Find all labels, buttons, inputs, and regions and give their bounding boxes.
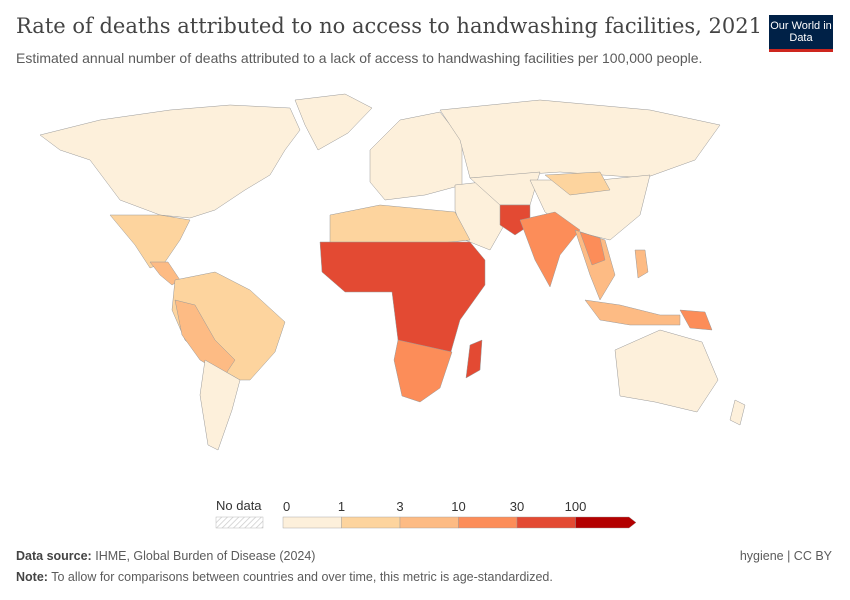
region-russia[interactable] — [439, 99, 721, 179]
note: Note: To allow for comparisons between c… — [16, 570, 553, 584]
source-text[interactable]: IHME, Global Burden of Disease (2024) — [95, 549, 316, 563]
region-greenland[interactable] — [294, 93, 373, 151]
region-north-america[interactable] — [39, 104, 301, 219]
legend-bin-1 — [341, 516, 401, 529]
region-new-zealand[interactable] — [729, 399, 746, 426]
region-north-africa[interactable] — [329, 204, 471, 246]
note-text: To allow for comparisons between countri… — [51, 570, 553, 584]
legend-bin-0 — [282, 516, 342, 529]
region-philippines[interactable] — [634, 249, 649, 279]
legend-bin-4 — [516, 516, 576, 529]
region-australia[interactable] — [614, 329, 719, 413]
region-europe[interactable] — [369, 111, 463, 201]
legend-tick-label: 3 — [396, 499, 403, 514]
legend-bin-2 — [399, 516, 459, 529]
data-source: Data source: IHME, Global Burden of Dise… — [16, 549, 315, 563]
region-southern-cone[interactable] — [199, 359, 241, 451]
region-papua-new-guinea[interactable] — [679, 309, 713, 331]
legend-tick-label: 100 — [565, 499, 587, 514]
legend-no-data-label: No data — [216, 498, 262, 513]
license[interactable]: hygiene | CC BY — [739, 549, 832, 563]
chart-subtitle: Estimated annual number of deaths attrib… — [16, 50, 703, 66]
owid-logo[interactable]: Our World in Data — [769, 15, 833, 52]
legend-scale: 0 1 3 10 30 100 — [215, 499, 637, 529]
region-peru-bolivia[interactable] — [174, 299, 236, 376]
legend: No data 0 1 3 10 30 100 — [0, 495, 850, 535]
region-indonesia[interactable] — [584, 299, 681, 326]
chart-title: Rate of deaths attributed to no access t… — [16, 14, 762, 38]
legend-no-data-swatch — [215, 516, 264, 529]
region-mongolia[interactable] — [544, 171, 611, 196]
world-map[interactable] — [0, 90, 850, 490]
legend-tick-label: 1 — [338, 499, 345, 514]
legend-tick-label: 0 — [283, 499, 290, 514]
region-mexico[interactable] — [109, 214, 191, 269]
legend-bin-5 — [575, 516, 637, 529]
legend-tick-label: 10 — [451, 499, 465, 514]
legend-bin-3 — [458, 516, 518, 529]
source-label: Data source: — [16, 549, 92, 563]
region-pakistan-afghanistan[interactable] — [499, 204, 531, 236]
note-label: Note: — [16, 570, 48, 584]
legend-tick-label: 30 — [510, 499, 524, 514]
region-myanmar-laos[interactable] — [579, 231, 606, 266]
logo-text: Our World in Data — [770, 20, 832, 44]
region-madagascar[interactable] — [465, 339, 483, 379]
region-india[interactable] — [519, 211, 581, 288]
region-southern-africa[interactable] — [393, 339, 453, 403]
region-sub-saharan-africa[interactable] — [319, 241, 486, 356]
